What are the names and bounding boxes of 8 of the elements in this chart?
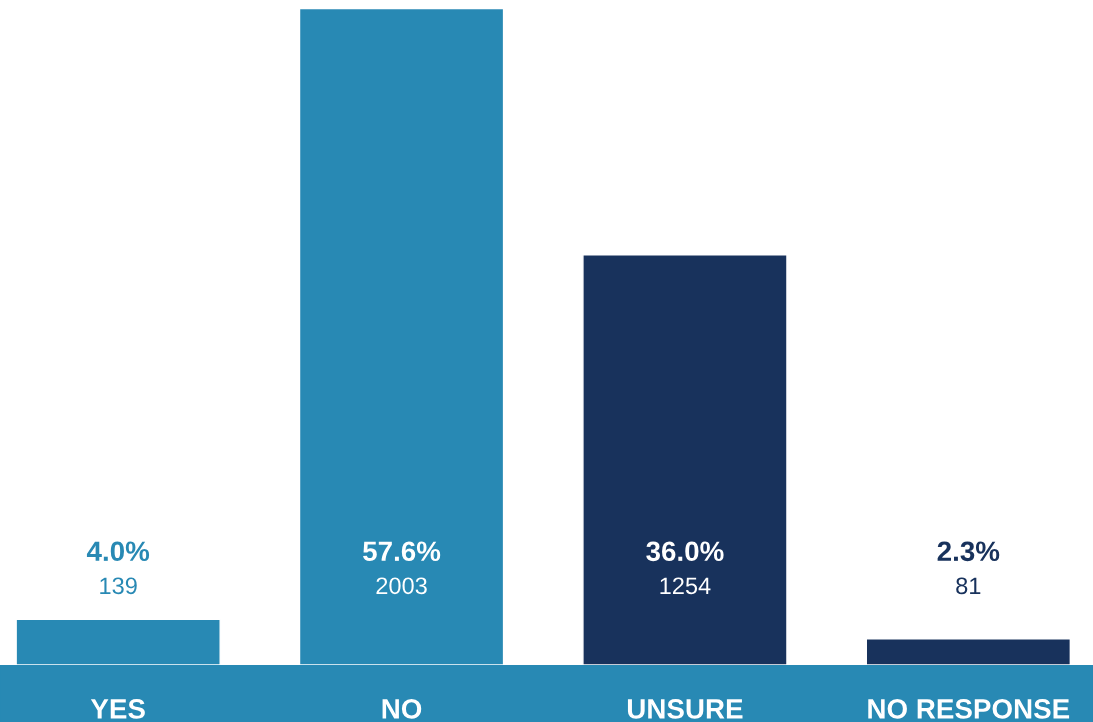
x-tick-label: NO RESPONSE — [868, 699, 1070, 719]
data-label: 57.6% 2003 — [363, 541, 441, 595]
data-label: 4.0% 139 — [86, 541, 150, 595]
x-tick-label: UNSURE — [627, 699, 743, 719]
x-tick-label: NO — [382, 699, 422, 719]
x-tick-label: YES — [90, 699, 145, 719]
data-label: 36.0% 1254 — [646, 541, 724, 595]
data-label: 2.3% 81 — [937, 541, 1000, 595]
